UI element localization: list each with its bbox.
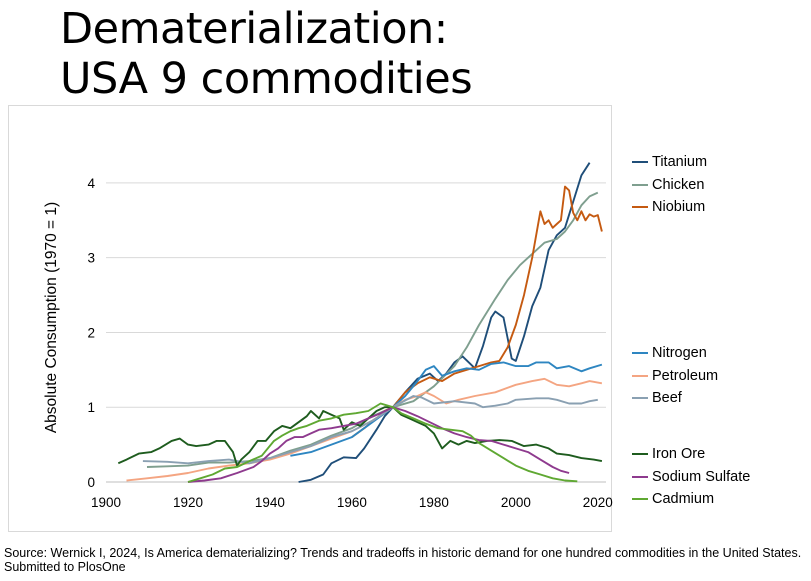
- legend-item-sodium-sulfate: Sodium Sulfate: [632, 469, 750, 485]
- line-chart: 0 1 2 3 4 1900 1920 1940 1960 1980 2000 2020 Absolut…: [43, 162, 613, 510]
- x-tick-label: 1980: [419, 495, 449, 510]
- x-tick-label: 2000: [501, 495, 531, 510]
- legend-item-chicken: Chicken: [632, 177, 704, 193]
- legend-item-iron-ore: Iron Ore: [632, 446, 705, 462]
- series-line-cadmium: [187, 402, 578, 483]
- series-line-sodium-sulfate: [187, 406, 570, 483]
- legend-item-nitrogen: Nitrogen: [632, 345, 707, 361]
- legend-label: Beef: [652, 390, 682, 406]
- legend-swatch: [632, 475, 648, 478]
- legend-item-petroleum: Petroleum: [632, 368, 718, 384]
- x-tick-label: 1900: [91, 495, 121, 510]
- legend-label: Titanium: [652, 154, 708, 170]
- legend-swatch: [632, 453, 648, 455]
- series-line-petroleum: [126, 377, 603, 482]
- legend-label: Sodium Sulfate: [652, 468, 751, 485]
- legend-swatch: [632, 183, 648, 186]
- y-tick-label: 4: [87, 176, 95, 191]
- series-line-chicken: [146, 191, 599, 468]
- y-tick-label: 1: [87, 400, 95, 415]
- legend-swatch: [632, 498, 648, 500]
- source-citation: Source: Wernick I, 2024, Is America dema…: [4, 546, 802, 574]
- legend-item-niobium: Niobium: [632, 199, 705, 215]
- chart-area: 0 1 2 3 4 1900 1920 1940 1960 1980 2000 2020 Absolut…: [8, 105, 613, 532]
- x-tick-label: 1920: [173, 495, 203, 510]
- legend-swatch: [632, 397, 648, 399]
- legend-swatch: [632, 374, 648, 377]
- series-line-titanium: [298, 162, 591, 483]
- x-tick-label: 1940: [255, 495, 285, 510]
- series-line-niobium: [351, 185, 603, 438]
- y-tick-label: 3: [87, 251, 95, 266]
- legend-label: Iron Ore: [652, 446, 706, 462]
- title-line-2: USA 9 commodities: [60, 54, 473, 104]
- x-tick-label: 2020: [583, 495, 613, 510]
- legend-label: Cadmium: [652, 491, 715, 507]
- y-tick-label: 2: [87, 325, 95, 340]
- y-tick-label: 0: [87, 475, 95, 490]
- legend-swatch: [632, 206, 648, 208]
- legend-label: Nitrogen: [652, 345, 707, 361]
- legend-swatch: [632, 352, 648, 354]
- x-tick-label: 1960: [337, 495, 367, 510]
- legend-label: Chicken: [652, 176, 705, 193]
- legend-item-cadmium: Cadmium: [632, 491, 714, 507]
- series-line-beef: [142, 395, 598, 465]
- series-line-nitrogen: [290, 361, 603, 457]
- legend-label: Niobium: [652, 199, 706, 215]
- y-axis-label: Absolute Consumption (1970 = 1): [43, 202, 60, 433]
- slide-title: Dematerialization: USA 9 commodities: [60, 4, 473, 104]
- legend-swatch: [632, 161, 648, 163]
- series-line-iron-ore: [117, 406, 603, 467]
- legend-item-titanium: Titanium: [632, 154, 707, 170]
- legend-item-beef: Beef: [632, 390, 682, 406]
- title-line-1: Dematerialization:: [60, 4, 448, 54]
- legend-label: Petroleum: [652, 367, 719, 384]
